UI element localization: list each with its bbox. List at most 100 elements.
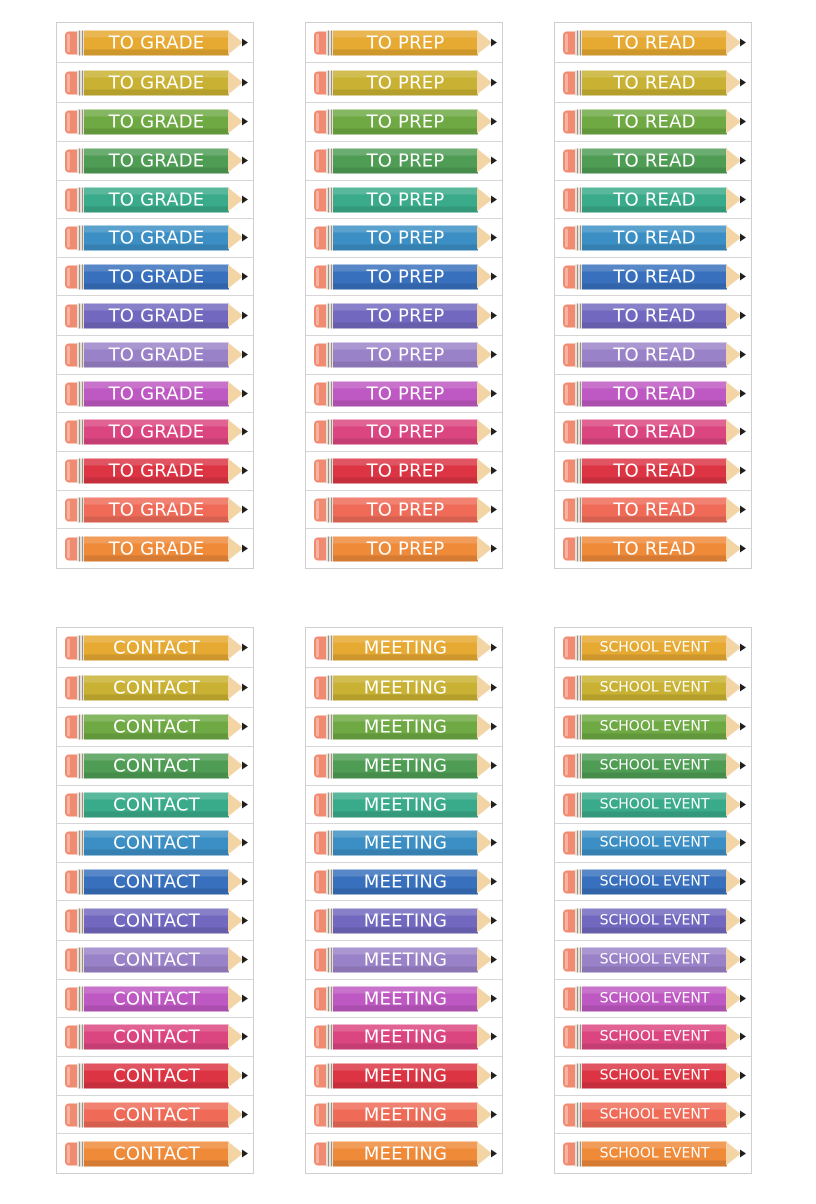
pencil-ferrule [326, 187, 333, 212]
pencil-ferrule [575, 635, 582, 660]
pencil-body [84, 714, 229, 740]
sticker-label: TO PREP [366, 150, 445, 172]
sticker-label: MEETING [363, 755, 448, 777]
sticker-row: CONTACT [57, 1134, 253, 1173]
pencil-tip-icon [477, 986, 492, 1010]
sticker-row: SCHOOL EVENT [555, 708, 751, 747]
pencil-tip-icon [726, 381, 741, 405]
pencil-eraser [65, 382, 77, 405]
sticker-label: TO PREP [366, 460, 445, 482]
sticker-row: TO PREP [306, 23, 502, 63]
sticker-label: MEETING [363, 871, 448, 892]
pencil-ferrule [77, 187, 84, 212]
sticker-label: TO READ [613, 499, 696, 520]
pencil-eraser [314, 420, 326, 444]
pencil-eraser [314, 31, 326, 54]
sticker-row: SCHOOL EVENT [555, 1134, 751, 1173]
pencil-eraser [314, 382, 326, 405]
sticker-label: TO READ [613, 538, 696, 559]
pencil-body [84, 148, 229, 174]
pencil-sticker: TO GRADE [65, 109, 249, 135]
pencil-ferrule [575, 148, 582, 174]
sticker-label: CONTACT [113, 677, 200, 698]
pencil-lead-icon [242, 1149, 248, 1157]
pencil-tip-icon [477, 753, 492, 778]
pencil-ferrule [326, 148, 333, 174]
pencil-ferrule [575, 1024, 582, 1050]
sticker-row: TO PREP [306, 181, 502, 219]
pencil-sticker: CONTACT [65, 753, 249, 779]
pencil-eraser [314, 71, 326, 94]
pencil-eraser [314, 831, 326, 855]
pencil-sticker: TO READ [563, 381, 747, 406]
pencil-sticker: TO PREP [314, 264, 498, 289]
pencil-body [333, 30, 478, 55]
sticker-label: TO PREP [366, 32, 445, 53]
sticker-row: SCHOOL EVENT [555, 901, 751, 941]
pencil-lead-icon [491, 877, 497, 885]
pencil-ferrule [326, 1024, 333, 1050]
pencil-eraser [65, 304, 77, 327]
pencil-body [333, 986, 478, 1011]
pencil-eraser [563, 870, 575, 893]
pencil-eraser [65, 71, 77, 94]
pencil-lead-icon [740, 1149, 746, 1157]
pencil-ferrule [77, 536, 84, 561]
pencil-body [333, 1141, 478, 1166]
sticker-label: MEETING [363, 1104, 448, 1125]
pencil-sticker: MEETING [314, 792, 498, 817]
pencil-eraser [314, 987, 326, 1010]
pencil-lead-icon [740, 427, 746, 436]
pencil-sticker: TO READ [563, 497, 747, 522]
pencil-lead-icon [491, 1071, 497, 1080]
pencil-sticker: TO PREP [314, 148, 498, 174]
pencil-sticker: TO GRADE [65, 264, 249, 289]
pencil-lead-icon [242, 272, 248, 280]
pencil-ferrule [77, 458, 84, 484]
pencil-eraser [65, 676, 77, 699]
pencil-eraser [563, 1103, 575, 1126]
pencil-tip-icon [228, 303, 243, 327]
pencil-body [84, 1141, 229, 1166]
sticker-row: TO READ [555, 491, 751, 529]
pencil-ferrule [326, 109, 333, 135]
pencil-ferrule [77, 264, 84, 289]
pencil-lead-icon [491, 38, 497, 46]
pencil-lead-icon [242, 544, 248, 552]
pencil-ferrule [77, 1063, 84, 1089]
pencil-body [333, 536, 478, 561]
pencil-ferrule [326, 947, 333, 973]
pencil-ferrule [77, 381, 84, 406]
pencil-lead-icon [491, 683, 497, 691]
sticker-row: TO GRADE [57, 63, 253, 103]
sticker-row: CONTACT [57, 824, 253, 863]
sticker-label: CONTACT [113, 910, 200, 931]
pencil-lead-icon [740, 195, 746, 203]
sticker-row: MEETING [306, 1096, 502, 1134]
pencil-ferrule [77, 830, 84, 856]
sticker-label: CONTACT [113, 716, 200, 738]
pencil-lead-icon [740, 311, 746, 319]
pencil-eraser [314, 636, 326, 659]
pencil-body [84, 635, 229, 660]
sticker-row: SCHOOL EVENT [555, 1057, 751, 1096]
sticker-label: TO PREP [366, 305, 445, 326]
pencil-tip-icon [228, 342, 243, 367]
pencil-lead-icon [242, 994, 248, 1002]
pencil-eraser [314, 343, 326, 367]
pencil-eraser [314, 110, 326, 134]
pencil-body [582, 1102, 727, 1127]
pencil-tip-icon [228, 70, 243, 94]
sticker-label: TO PREP [366, 421, 445, 443]
pencil-tip-icon [477, 419, 492, 444]
pencil-tip-icon [477, 1102, 492, 1126]
pencil-lead-icon [491, 272, 497, 280]
pencil-ferrule [77, 869, 84, 894]
pencil-ferrule [575, 869, 582, 894]
pencil-sticker: TO READ [563, 303, 747, 328]
pencil-sticker: TO GRADE [65, 187, 249, 212]
pencil-body [84, 303, 229, 328]
pencil-body [582, 419, 727, 445]
pencil-tip-icon [228, 792, 243, 816]
pencil-tip-icon [477, 1024, 492, 1049]
